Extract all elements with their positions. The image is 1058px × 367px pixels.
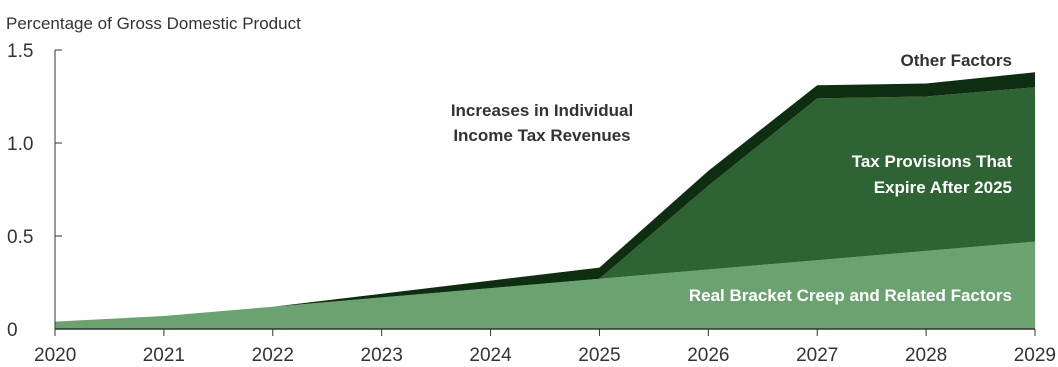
x-tick-label: 2025 [578, 345, 620, 366]
y-tick-label: 1.5 [7, 41, 33, 62]
x-tick-label: 2029 [1014, 345, 1056, 366]
x-tick-label: 2023 [361, 345, 403, 366]
x-tick-label: 2024 [469, 345, 512, 366]
y-tick-label: 0 [7, 320, 18, 341]
x-tick-label: 2028 [905, 345, 947, 366]
x-tick-label: 2021 [143, 345, 185, 366]
x-tick-labels: 2020 2021 2022 2023 2024 2025 2026 2027 2028 2029 [34, 345, 1056, 366]
series-label-2: Expire After 2025 [874, 178, 1012, 197]
y-tick-labels: 0 0.5 1.0 1.5 [7, 41, 33, 341]
series-label-1: Real Bracket Creep and Related Factors [689, 286, 1012, 305]
x-tick-label: 2026 [687, 345, 729, 366]
axes [54, 49, 1036, 336]
y-tick-label: 1.0 [7, 134, 33, 155]
x-tick-label: 2027 [796, 345, 838, 366]
series-label-2: Tax Provisions That [852, 152, 1013, 171]
area-series-1 [55, 241, 1035, 329]
y-axis-title: Percentage of Gross Domestic Product [6, 14, 301, 33]
area-series-2 [55, 87, 1035, 322]
x-tick-label: 2020 [34, 345, 76, 366]
y-tick-label: 0.5 [7, 227, 33, 248]
annotation-title-line-1: Increases in Individual [451, 101, 633, 120]
series-labels: Real Bracket Creep and Related Factors Ta… [689, 51, 1012, 305]
series-label-3: Other Factors [901, 51, 1012, 70]
x-tick-label: 2022 [252, 345, 294, 366]
annotation-title-line-2: Income Tax Revenues [453, 126, 630, 145]
area-layers [55, 72, 1035, 329]
